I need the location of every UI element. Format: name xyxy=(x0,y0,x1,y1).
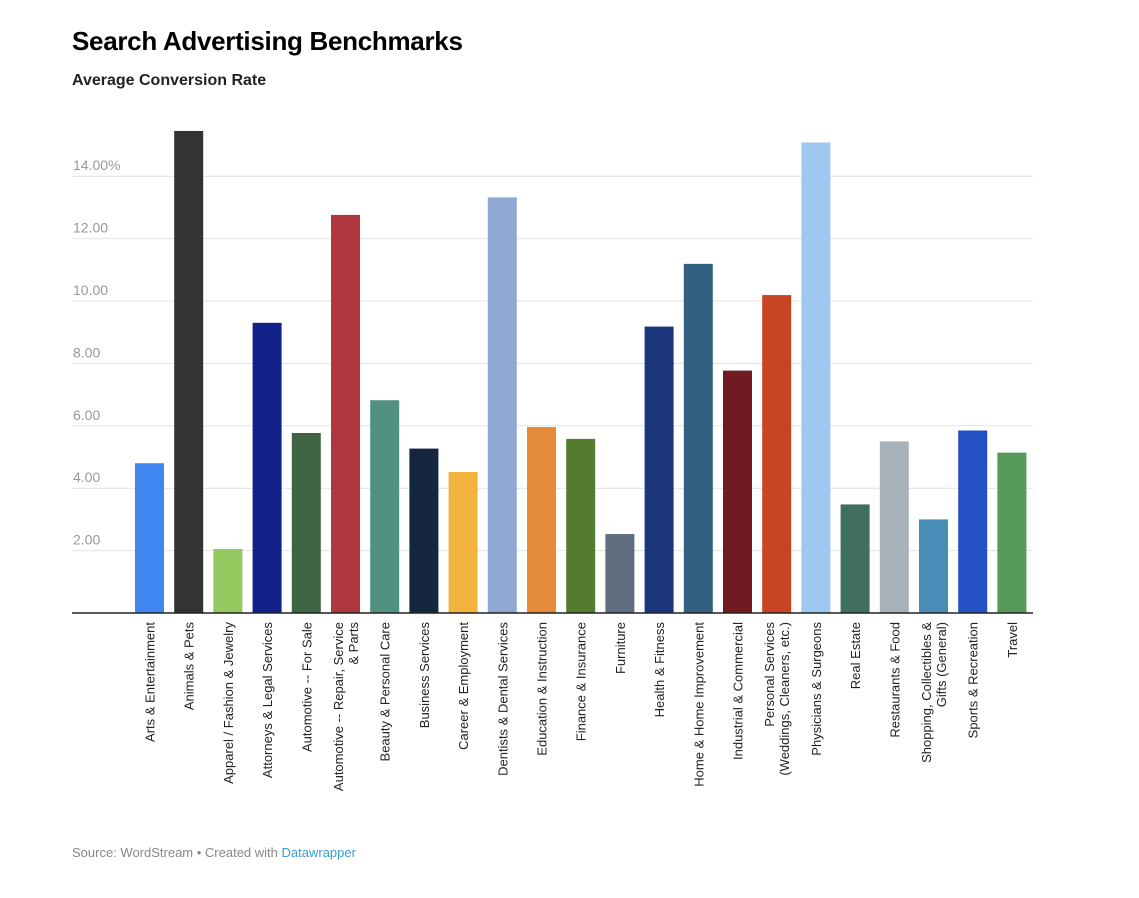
bar xyxy=(252,322,282,613)
bar xyxy=(566,438,596,613)
y-tick-label: 4.00 xyxy=(73,469,100,485)
x-tick-label: Sports & Recreation xyxy=(966,622,981,738)
x-tick-label: Personal Services xyxy=(762,622,777,727)
bar xyxy=(331,214,360,613)
datawrapper-link[interactable]: Datawrapper xyxy=(281,845,356,860)
bar xyxy=(135,463,164,613)
bar xyxy=(919,519,948,613)
bar xyxy=(409,448,439,613)
x-tick-label: Shopping, Collectibles & xyxy=(919,622,934,763)
x-tick-label: Home & Home Improvement xyxy=(691,622,706,787)
x-tick-label: & Parts xyxy=(346,622,361,665)
x-tick-label: Finance & Insurance xyxy=(574,622,589,741)
y-tick-label: 2.00 xyxy=(73,532,100,548)
y-tick-label: 14.00% xyxy=(73,157,120,173)
x-tick-label: Animals & Pets xyxy=(182,622,197,711)
bar xyxy=(213,549,243,613)
bar xyxy=(723,370,752,613)
x-tick-label: Career & Employment xyxy=(456,622,471,750)
x-tick-label: Furniture xyxy=(613,622,628,674)
bar xyxy=(958,430,988,613)
chart-title: Search Advertising Benchmarks xyxy=(72,26,463,56)
bar xyxy=(487,197,517,613)
y-tick-label: 12.00 xyxy=(73,220,108,236)
x-tick-label: Apparel / Fashion & Jewelry xyxy=(221,622,236,784)
bar xyxy=(448,471,478,613)
bar xyxy=(291,432,321,613)
x-tick-label: Physicians & Surgeons xyxy=(809,622,824,756)
bar xyxy=(997,452,1027,613)
bar xyxy=(527,427,556,613)
bar xyxy=(174,130,204,613)
x-tick-label: Beauty & Personal Care xyxy=(378,622,393,761)
bar xyxy=(762,295,792,613)
source-note: Source: WordStream • Created with Datawr… xyxy=(72,845,356,860)
x-tick-label: Attorneys & Legal Services xyxy=(260,622,275,779)
x-tick-label: Restaurants & Food xyxy=(887,622,902,738)
x-tick-label: Real Estate xyxy=(848,622,863,689)
x-tick-label: Business Services xyxy=(417,622,432,729)
y-tick-label: 8.00 xyxy=(73,344,100,360)
bar xyxy=(370,400,400,613)
x-tick-label: Dentists & Dental Services xyxy=(495,622,510,776)
x-tick-label: (Weddings, Cleaners, etc.) xyxy=(777,622,792,776)
bar xyxy=(644,326,674,613)
x-tick-label: Arts & Entertainment xyxy=(143,622,158,742)
y-tick-label: 6.00 xyxy=(73,407,100,423)
x-tick-label: Health & Fitness xyxy=(652,622,667,718)
x-tick-label: Automotive -- Repair, Service xyxy=(331,622,346,791)
x-tick-label: Automotive -- For Sale xyxy=(299,622,314,752)
chart-subtitle: Average Conversion Rate xyxy=(72,72,267,89)
source-text: Source: WordStream • Created with xyxy=(72,845,282,860)
bar xyxy=(605,534,635,613)
bar xyxy=(801,142,831,613)
bar xyxy=(879,441,909,613)
x-tick-label: Travel xyxy=(1005,622,1020,658)
x-tick-label: Education & Instruction xyxy=(535,622,550,756)
x-tick-label: Industrial & Commercial xyxy=(731,622,746,760)
bar xyxy=(683,263,713,613)
y-tick-label: 10.00 xyxy=(73,282,108,298)
x-tick-label: Gifts (General) xyxy=(934,622,949,707)
bar xyxy=(840,504,870,613)
